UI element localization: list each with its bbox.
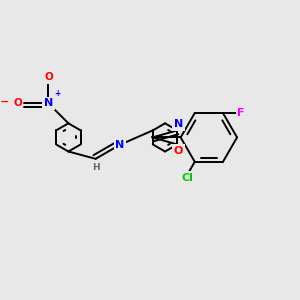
Text: O: O	[13, 98, 22, 108]
Text: O: O	[174, 146, 183, 155]
Text: F: F	[237, 108, 245, 118]
Text: N: N	[174, 119, 183, 129]
Text: O: O	[44, 72, 53, 82]
Text: Cl: Cl	[182, 173, 194, 183]
Text: +: +	[54, 89, 60, 98]
Text: N: N	[44, 98, 53, 108]
Text: H: H	[92, 164, 100, 172]
Text: N: N	[116, 140, 125, 150]
Text: −: −	[0, 96, 9, 106]
